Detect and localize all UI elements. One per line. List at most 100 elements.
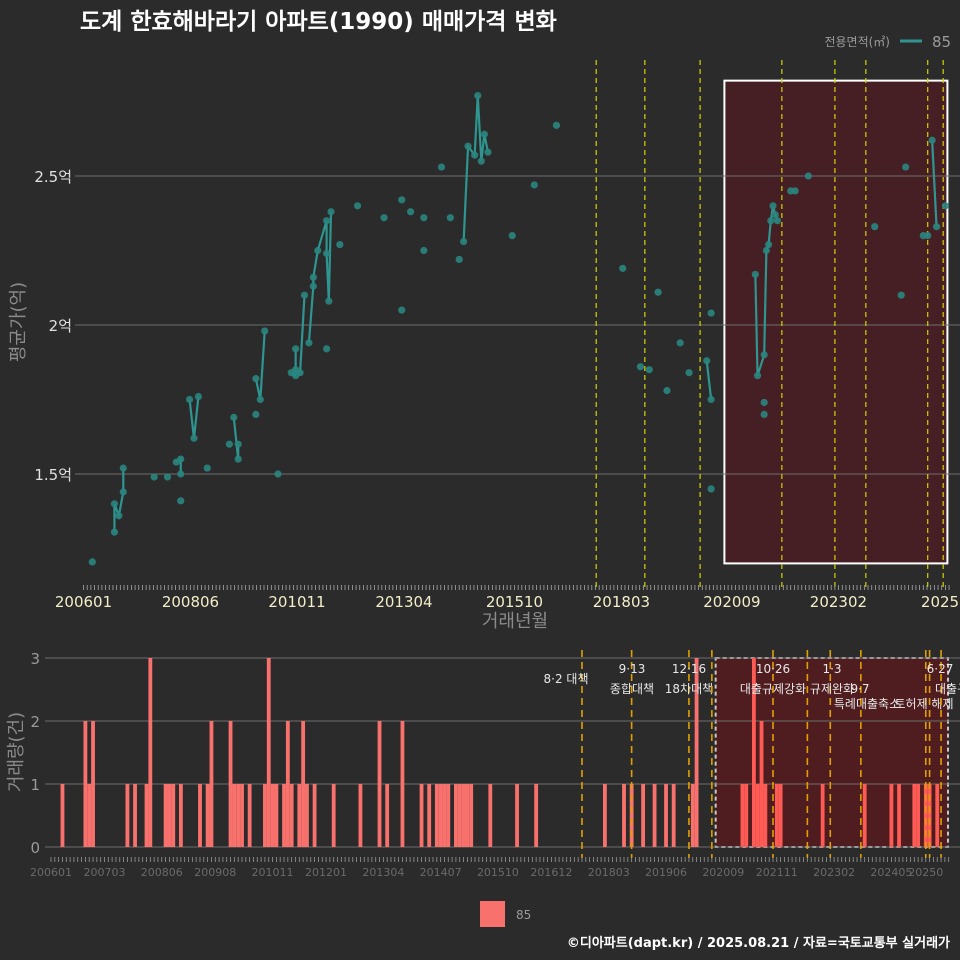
data-point xyxy=(327,208,335,216)
volume-x-tick-label: 201510 xyxy=(477,866,519,879)
data-point xyxy=(234,455,242,463)
volume-bar xyxy=(740,784,745,847)
data-point xyxy=(765,240,773,249)
volume-bar xyxy=(912,784,917,847)
data-point xyxy=(871,223,879,231)
policy-name-label: 8·2 대책 xyxy=(544,671,589,686)
data-point xyxy=(760,398,768,407)
volume-y-tick-label: 2 xyxy=(30,713,40,731)
volume-bar xyxy=(469,784,474,847)
data-point xyxy=(471,151,479,159)
volume-bar xyxy=(664,784,668,847)
volume-bar xyxy=(274,784,279,847)
data-point xyxy=(751,270,759,278)
data-point xyxy=(252,410,260,418)
data-point xyxy=(119,488,127,496)
data-point xyxy=(484,148,492,156)
volume-bar xyxy=(755,784,760,847)
volume-bar xyxy=(209,721,214,847)
data-point xyxy=(477,157,485,165)
x-tick-label: 200806 xyxy=(162,593,219,611)
volume-bar xyxy=(457,784,462,847)
policy-name-label: 토허제 해제 xyxy=(894,697,953,711)
data-point xyxy=(110,528,119,536)
y-tick-label: 1.5억 xyxy=(34,466,72,484)
data-point xyxy=(203,464,211,472)
data-point xyxy=(707,485,715,493)
top-legend: 전용면적(㎡) 85 xyxy=(824,33,951,51)
policy-date-label: 12·16 xyxy=(672,662,706,676)
legend-bar-entry-85: 85 xyxy=(516,908,531,922)
volume-bar xyxy=(87,784,92,847)
volume-bar xyxy=(820,784,825,847)
data-point xyxy=(685,369,693,377)
data-point xyxy=(654,288,662,296)
data-point xyxy=(707,395,715,404)
volume-bar xyxy=(297,784,302,847)
volume-bar xyxy=(148,658,153,847)
data-point xyxy=(703,357,711,365)
data-point xyxy=(769,202,777,210)
volume-bar xyxy=(270,784,275,847)
data-point xyxy=(791,187,799,195)
volume-bar xyxy=(603,784,607,847)
policy-name-label: 대출규 xyxy=(935,682,960,696)
data-point xyxy=(460,237,468,246)
volume-bar xyxy=(916,784,921,847)
volume-bar xyxy=(305,784,309,847)
data-point xyxy=(380,214,388,222)
volume-y-tick-label: 1 xyxy=(30,776,40,794)
y-tick-label: 2.5억 xyxy=(34,168,72,186)
data-point xyxy=(464,142,472,150)
x-axis-title: 거래년월 xyxy=(482,611,548,632)
data-point xyxy=(474,91,482,100)
volume-bar xyxy=(694,658,699,847)
volume-bar xyxy=(240,784,244,847)
policy-name-label: 특례대출축소 xyxy=(834,697,900,711)
volume-bar xyxy=(629,784,634,847)
data-point xyxy=(110,500,119,508)
volume-x-tick-label: 200806 xyxy=(141,866,183,879)
volume-bar xyxy=(163,784,168,847)
volume-bar xyxy=(889,784,894,847)
volume-bar xyxy=(358,784,363,847)
data-point xyxy=(530,181,538,189)
data-point xyxy=(150,473,158,481)
data-point xyxy=(924,232,932,240)
volume-bar xyxy=(312,784,317,847)
volume-bar xyxy=(133,784,137,847)
volume-y-tick-label: 3 xyxy=(30,650,40,668)
volume-bar xyxy=(427,784,432,847)
volume-bar xyxy=(778,784,783,847)
chart-title: 도계 한효해바라기 아파트(1990) 매매가격 변화 xyxy=(80,9,557,35)
highlight-box xyxy=(723,79,949,565)
data-point xyxy=(707,309,715,317)
volume-plot: 0 1 2 3 8·2 대책 9·13 종합대책 12·16 18차대책 10·26 대출규제강화 1… xyxy=(30,650,960,879)
volume-bar xyxy=(331,784,336,847)
volume-bar xyxy=(763,784,768,847)
volume-bar xyxy=(167,784,172,847)
data-point xyxy=(619,264,627,272)
volume-bar xyxy=(385,784,390,847)
volume-x-tick-label: 201906 xyxy=(645,866,687,879)
legend-bar-swatch xyxy=(480,901,505,927)
volume-bar xyxy=(465,784,470,847)
x-tick-label: 202302 xyxy=(810,593,867,611)
x-tick-label: 201304 xyxy=(375,593,432,611)
policy-date-label: 9·7 xyxy=(850,682,869,696)
policy-name-label: 대출규제강화 xyxy=(740,682,806,696)
data-point xyxy=(897,291,905,299)
volume-bar xyxy=(927,784,932,847)
data-point xyxy=(309,282,317,290)
volume-bar xyxy=(744,784,749,847)
data-point xyxy=(941,202,950,210)
data-point xyxy=(760,410,768,418)
volume-bar xyxy=(652,784,657,847)
volume-bar xyxy=(690,784,695,847)
volume-bar xyxy=(461,784,466,847)
data-point xyxy=(336,240,344,249)
volume-y-tick-label: 0 xyxy=(30,839,40,857)
volume-bar xyxy=(301,721,306,847)
volume-bar xyxy=(515,784,519,847)
